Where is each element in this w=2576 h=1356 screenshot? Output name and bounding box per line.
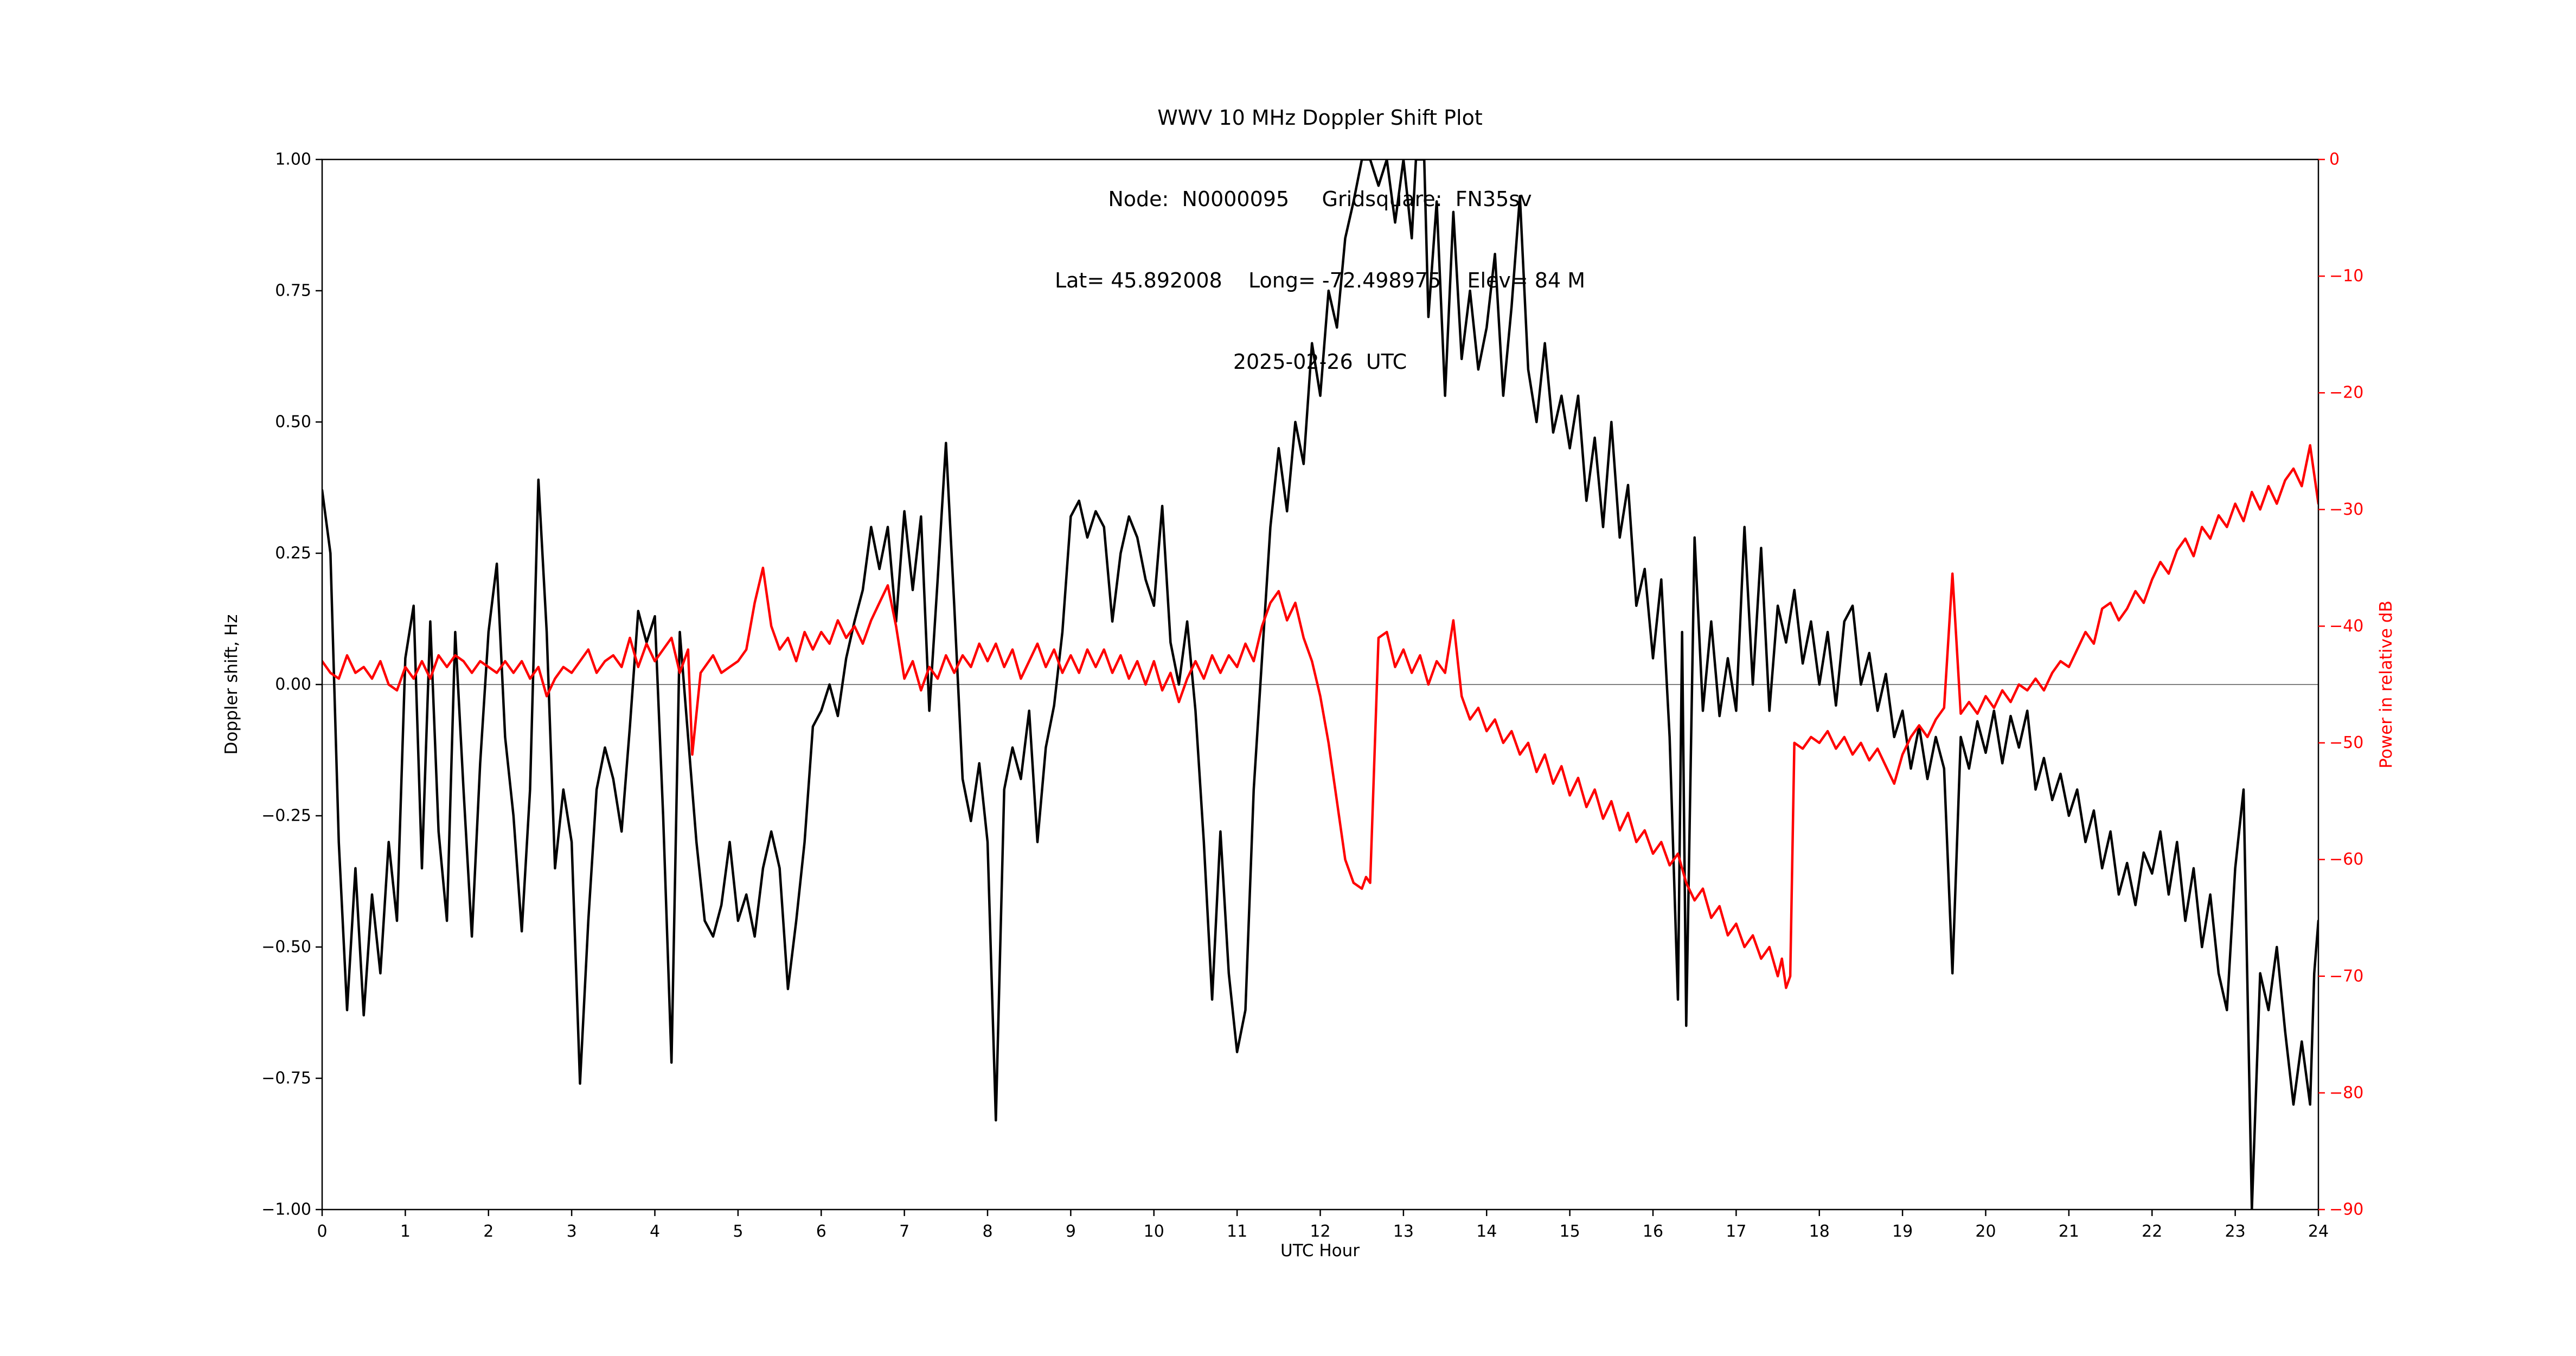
- x-tick-label: 11: [1227, 1222, 1247, 1241]
- plot-subtitle-date: 2025-02-26 UTC: [1233, 350, 1407, 374]
- plot-subtitle-node: Node: N0000095 Gridsquare: FN35sv: [1108, 187, 1532, 211]
- y-right-tick-label: −70: [2329, 967, 2363, 986]
- y-right-tick-label: −20: [2329, 383, 2363, 402]
- x-tick-label: 14: [1476, 1222, 1497, 1241]
- y-right-tick-label: −60: [2329, 850, 2363, 869]
- x-tick-label: 2: [483, 1222, 494, 1241]
- y-left-tick-label: 1.00: [275, 150, 311, 169]
- y-left-tick-label: −0.75: [261, 1069, 311, 1088]
- x-tick-label: 10: [1144, 1222, 1164, 1241]
- x-tick-label: 21: [2059, 1222, 2079, 1241]
- x-tick-label: 16: [1643, 1222, 1663, 1241]
- x-tick-label: 18: [1809, 1222, 1830, 1241]
- relative-power-line: [322, 444, 2318, 989]
- plot-title-block: WWV 10 MHz Doppler Shift Plot Node: N000…: [1055, 50, 1585, 430]
- x-tick-label: 0: [317, 1222, 327, 1241]
- y-left-tick-label: 0.75: [275, 282, 311, 300]
- x-tick-label: 20: [1975, 1222, 1996, 1241]
- y-left-tick-label: 0.50: [275, 413, 311, 432]
- x-tick-label: 19: [1892, 1222, 1913, 1241]
- x-tick-label: 6: [816, 1222, 826, 1241]
- doppler-shift-line: [322, 159, 2318, 1210]
- y-left-tick-label: −1.00: [261, 1200, 311, 1219]
- y-left-tick-label: −0.25: [261, 807, 311, 826]
- y-right-tick-label: 0: [2329, 150, 2340, 169]
- y-left-tick-label: −0.50: [261, 938, 311, 957]
- y-left-tick-label: 0.25: [275, 544, 311, 563]
- y-left-tick-label: 0.00: [275, 675, 311, 694]
- x-tick-label: 22: [2142, 1222, 2162, 1241]
- x-tick-label: 15: [1560, 1222, 1580, 1241]
- plot-title: WWV 10 MHz Doppler Shift Plot: [1157, 106, 1483, 130]
- x-tick-label: 13: [1393, 1222, 1414, 1241]
- x-tick-label: 9: [1066, 1222, 1076, 1241]
- x-tick-label: 7: [899, 1222, 909, 1241]
- y-axis-label-right: Power in relative dB: [2376, 600, 2396, 769]
- x-tick-label: 4: [650, 1222, 660, 1241]
- x-tick-label: 24: [2308, 1222, 2329, 1241]
- y-right-tick-label: −40: [2329, 617, 2363, 636]
- y-axis-label-left: Doppler shift, Hz: [222, 614, 241, 755]
- x-tick-label: 17: [1726, 1222, 1746, 1241]
- x-axis-label: UTC Hour: [1280, 1241, 1360, 1261]
- y-right-tick-label: −30: [2329, 500, 2363, 519]
- y-right-tick-label: −80: [2329, 1083, 2363, 1102]
- x-tick-label: 8: [982, 1222, 992, 1241]
- y-right-tick-label: −90: [2329, 1200, 2363, 1219]
- x-tick-label: 5: [733, 1222, 743, 1241]
- y-right-tick-label: −10: [2329, 267, 2363, 286]
- y-right-tick-label: −50: [2329, 733, 2363, 752]
- x-tick-label: 1: [400, 1222, 411, 1241]
- x-tick-label: 3: [567, 1222, 577, 1241]
- x-tick-label: 23: [2225, 1222, 2246, 1241]
- x-tick-label: 12: [1310, 1222, 1330, 1241]
- plot-subtitle-location: Lat= 45.892008 Long= -72.498975 Elev= 84…: [1054, 268, 1586, 292]
